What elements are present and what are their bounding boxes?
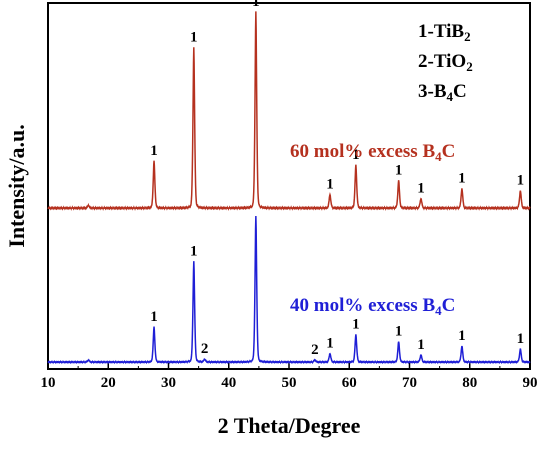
peak-label: 1 — [517, 331, 525, 347]
x-tick-label: 70 — [402, 375, 417, 391]
x-tick-label: 10 — [41, 375, 56, 391]
series-line — [47, 215, 531, 365]
series-layer — [47, 11, 531, 365]
peak-label: 1 — [252, 0, 260, 10]
legend-entry: 1-TiB2 — [418, 21, 471, 44]
x-axis-ticks: 10 20 30 40 50 60 70 80 90 — [41, 363, 538, 391]
legend: 1-TiB2 2-TiO2 3-B4C — [418, 21, 473, 104]
peak-label: 1 — [417, 337, 425, 353]
legend-entry: 2-TiO2 — [418, 51, 473, 74]
peak-label: 2 — [311, 342, 319, 358]
x-axis-label: 2 Theta/Degree — [218, 413, 361, 438]
peak-label: 1 — [395, 163, 403, 179]
series-name-label: 40 mol% excess B4C — [290, 295, 455, 318]
peak-label: 1 — [458, 328, 466, 344]
x-tick-label: 90 — [523, 375, 538, 391]
peak-label: 1 — [417, 180, 425, 196]
peak-label: 1 — [352, 147, 360, 163]
peak-label: 1 — [150, 309, 158, 325]
peak-label: 1 — [190, 29, 198, 45]
x-tick-label: 50 — [282, 375, 297, 391]
peak-label: 1 — [326, 176, 334, 192]
peak-label: 2 — [201, 341, 209, 357]
x-tick-label: 40 — [221, 375, 236, 391]
peak-label: 1 — [517, 172, 525, 188]
peak-label: 1 — [395, 324, 403, 340]
peak-label: 1 — [190, 243, 198, 259]
y-axis-label: Intensity/a.u. — [4, 124, 29, 247]
peak-label: 1 — [352, 316, 360, 332]
peak-label: 1 — [458, 170, 466, 186]
peak-label: 1 — [150, 143, 158, 159]
x-tick-label: 80 — [462, 375, 477, 391]
x-tick-label: 30 — [161, 375, 176, 391]
series-name-label: 60 mol% excess B4C — [290, 141, 455, 164]
series-line — [47, 11, 531, 211]
series-names: 60 mol% excess B4C 40 mol% excess B4C — [290, 141, 455, 318]
peak-label: 1 — [326, 335, 334, 351]
x-tick-label: 20 — [101, 375, 116, 391]
x-tick-label: 60 — [342, 375, 357, 391]
legend-entry: 3-B4C — [418, 81, 467, 104]
